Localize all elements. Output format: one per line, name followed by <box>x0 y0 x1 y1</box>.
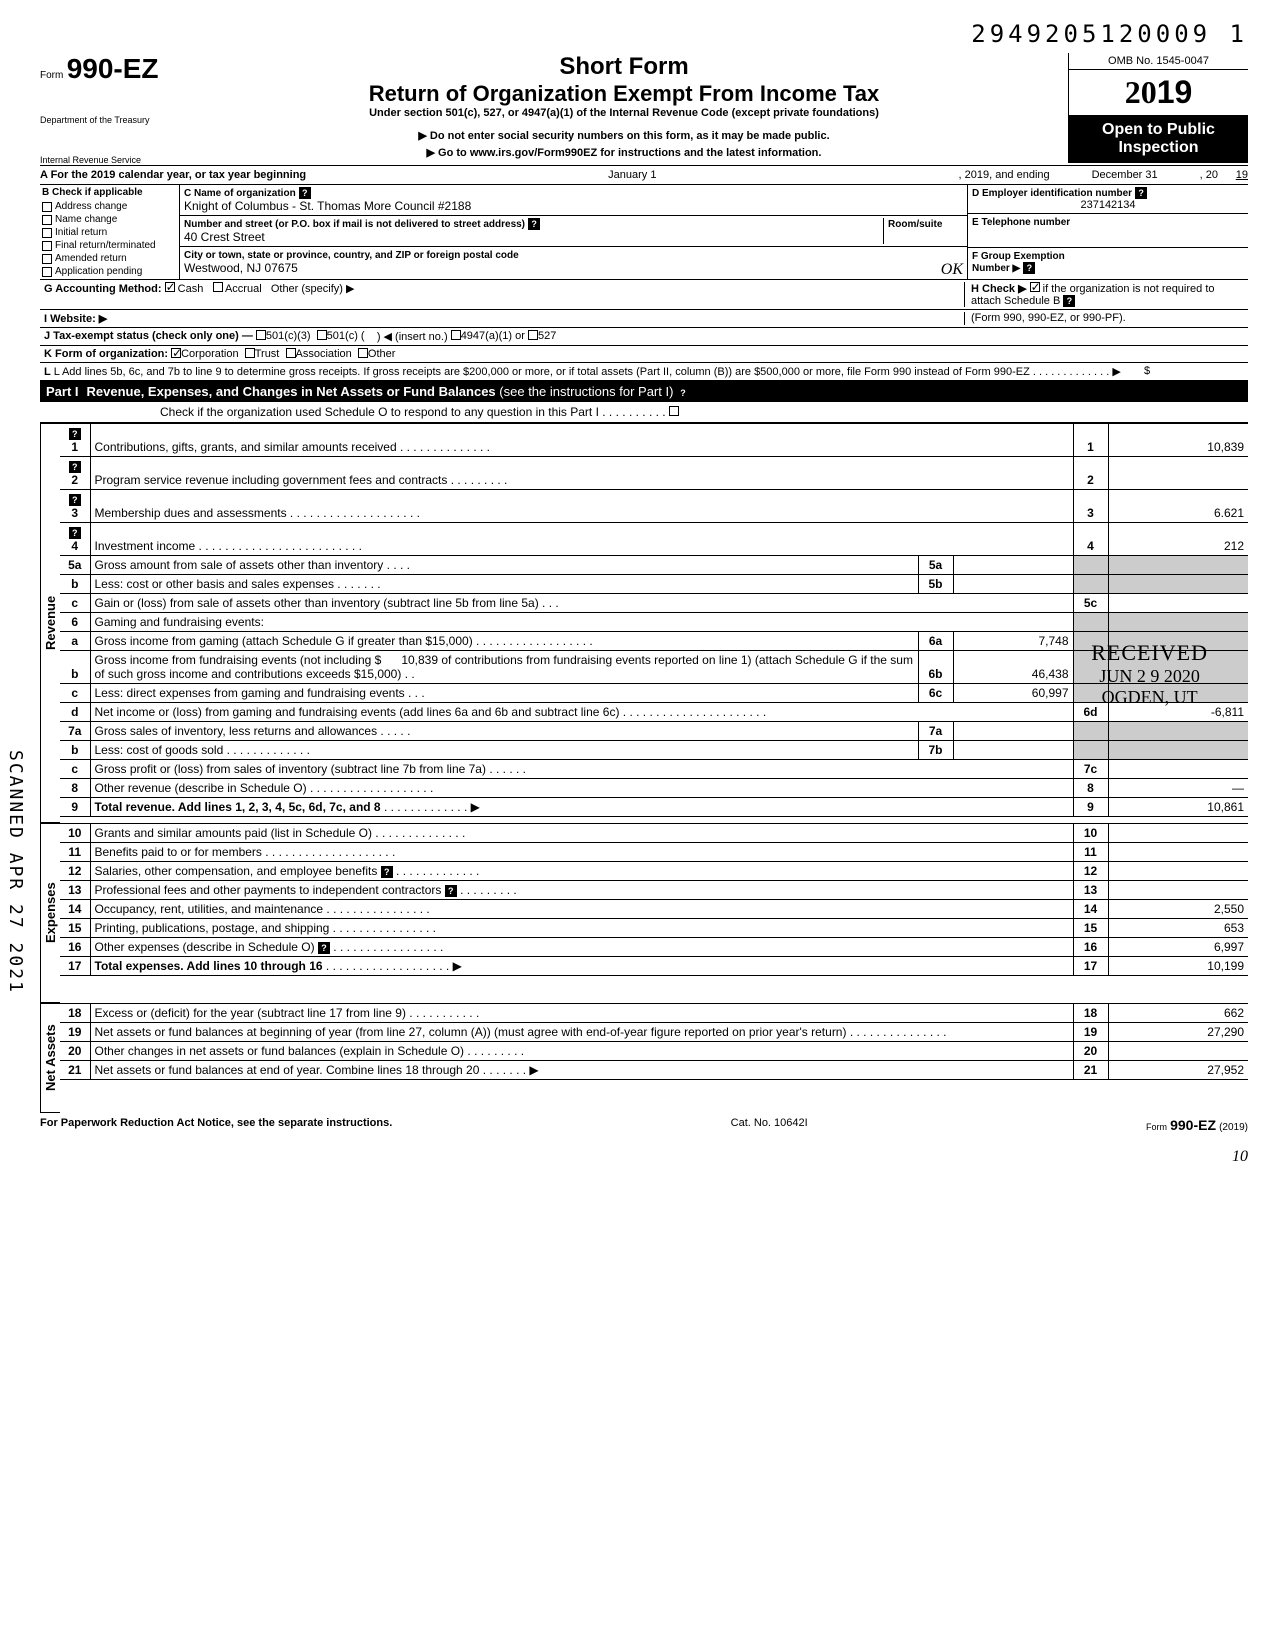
side-label-netassets: Net Assets <box>40 1003 60 1113</box>
section-b: B Check if applicable Address change Nam… <box>40 185 180 279</box>
help-icon: ? <box>1135 187 1147 199</box>
help-icon: ? <box>528 218 540 230</box>
help-icon: ? <box>1063 295 1075 307</box>
checkbox-name-change[interactable] <box>42 215 52 225</box>
info-block: B Check if applicable Address change Nam… <box>40 185 1248 280</box>
checkbox-cash[interactable] <box>165 282 175 292</box>
page-number: 10 <box>40 1148 1248 1166</box>
checkbox-501c[interactable] <box>317 330 327 340</box>
document-id: 2949205120009 1 <box>40 20 1248 48</box>
tax-year: 2019 <box>1068 70 1248 115</box>
under-section: Under section 501(c), 527, or 4947(a)(1)… <box>190 107 1058 119</box>
checkbox-initial-return[interactable] <box>42 228 52 238</box>
line-a: A For the 2019 calendar year, or tax yea… <box>40 166 1248 185</box>
part-1-header: Part I Revenue, Expenses, and Changes in… <box>40 381 1248 402</box>
omb-number: OMB No. 1545-0047 <box>1068 53 1248 70</box>
checkbox-501c3[interactable] <box>256 330 266 340</box>
help-icon: ? <box>1023 262 1035 274</box>
form-header: Form 990-EZ Department of the Treasury I… <box>40 53 1248 166</box>
netassets-section: Net Assets 18Excess or (deficit) for the… <box>40 1003 1248 1113</box>
page-footer: For Paperwork Reduction Act Notice, see … <box>40 1113 1248 1133</box>
checkbox-corporation[interactable] <box>171 348 181 358</box>
dept-line-2: Internal Revenue Service <box>40 155 180 165</box>
line-l: L L Add lines 5b, 6c, and 7b to line 9 t… <box>40 363 1248 381</box>
form-word: Form <box>40 70 63 81</box>
scanned-stamp: SCANNED APR 27 2021 <box>5 750 26 994</box>
side-label-revenue: Revenue <box>40 423 60 823</box>
expenses-section: Expenses 10Grants and similar amounts pa… <box>40 823 1248 1003</box>
checkbox-amended[interactable] <box>42 254 52 264</box>
handwritten-ok: OK <box>941 261 963 279</box>
line-i: I Website: ▶ (Form 990, 990-EZ, or 990-P… <box>40 310 1248 328</box>
checkbox-527[interactable] <box>528 330 538 340</box>
checkbox-schedule-b[interactable] <box>1030 282 1040 292</box>
open-public: Open to Public Inspection <box>1068 115 1248 163</box>
line-k: K Form of organization: Corporation Trus… <box>40 346 1248 363</box>
dept-line-1: Department of the Treasury <box>40 115 180 125</box>
revenue-table: ? 1Contributions, gifts, grants, and sim… <box>60 423 1248 817</box>
expenses-table: 10Grants and similar amounts paid (list … <box>60 823 1248 976</box>
checkbox-other[interactable] <box>358 348 368 358</box>
street-address: 40 Crest Street <box>184 230 265 244</box>
form-number: 990-EZ <box>67 53 159 84</box>
revenue-section: Revenue ? 1Contributions, gifts, grants,… <box>40 423 1248 823</box>
city-state-zip: Westwood, NJ 07675 <box>184 261 298 275</box>
ein: 237142134 <box>972 199 1244 211</box>
line-g-h: G Accounting Method: Cash Accrual Other … <box>40 280 1248 310</box>
title-return: Return of Organization Exempt From Incom… <box>190 81 1058 107</box>
line-j: J Tax-exempt status (check only one) — 5… <box>40 328 1248 346</box>
netassets-table: 18Excess or (deficit) for the year (subt… <box>60 1003 1248 1080</box>
instruction-ssn: ▶ Do not enter social security numbers o… <box>190 129 1058 142</box>
checkbox-trust[interactable] <box>245 348 255 358</box>
checkbox-schedule-o[interactable] <box>669 406 679 416</box>
title-short-form: Short Form <box>190 53 1058 81</box>
checkbox-final-return[interactable] <box>42 241 52 251</box>
help-icon: ? <box>299 187 311 199</box>
instruction-url: ▶ Go to www.irs.gov/Form990EZ for instru… <box>190 146 1058 159</box>
checkbox-accrual[interactable] <box>213 282 223 292</box>
checkbox-4947[interactable] <box>451 330 461 340</box>
checkbox-application-pending[interactable] <box>42 267 52 277</box>
part-1-sub: Check if the organization used Schedule … <box>40 402 1248 423</box>
side-label-expenses: Expenses <box>40 823 60 1003</box>
help-icon: ? <box>677 387 689 399</box>
received-stamp: RECEIVED JUN 2 9 2020 OGDEN, UT <box>1091 640 1208 708</box>
org-name: Knight of Columbus - St. Thomas More Cou… <box>184 199 471 213</box>
checkbox-address-change[interactable] <box>42 202 52 212</box>
section-c: C Name of organization ? Knight of Colum… <box>180 185 968 279</box>
checkbox-association[interactable] <box>286 348 296 358</box>
section-def: D Employer identification number ? 23714… <box>968 185 1248 279</box>
